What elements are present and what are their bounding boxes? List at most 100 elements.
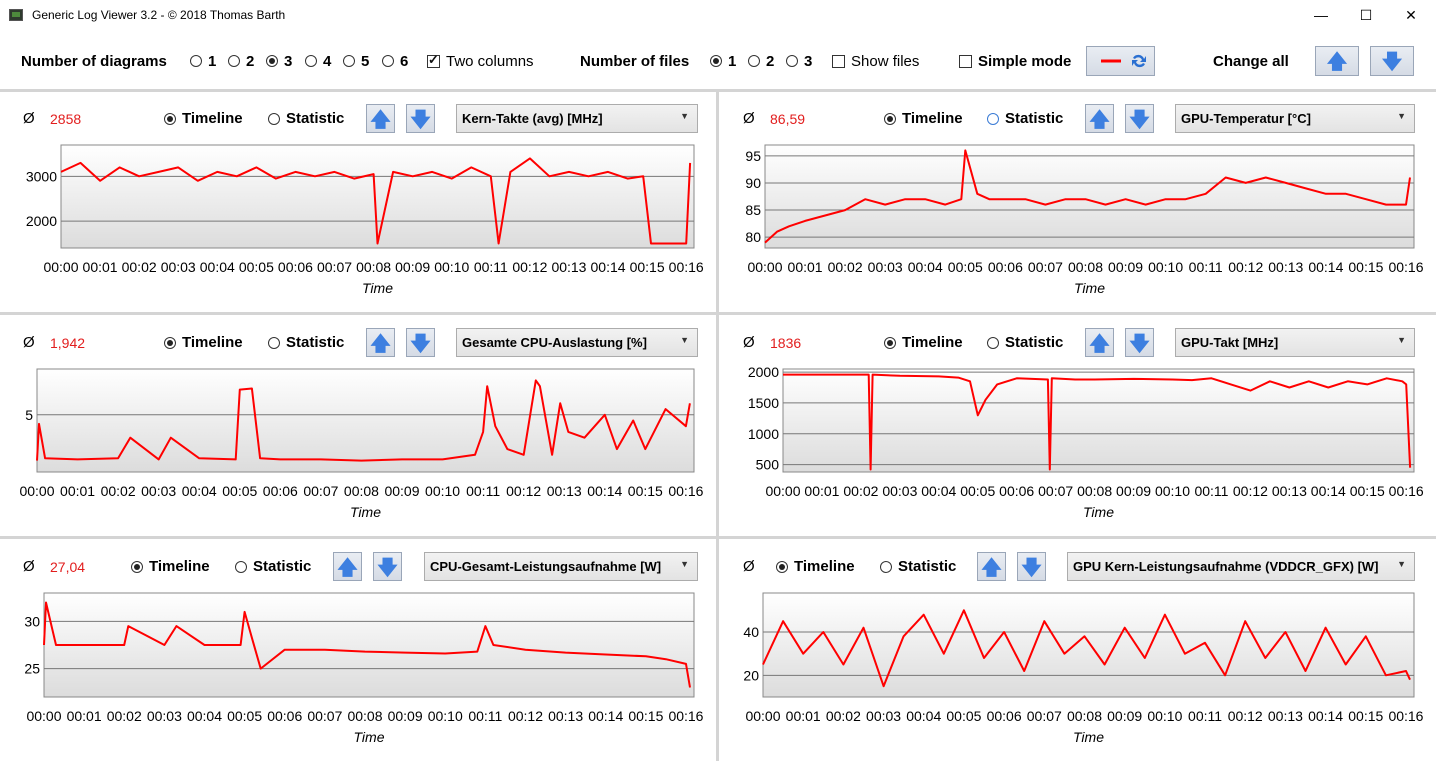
statistic-label: Statistic [286,110,345,127]
statistic-label: Statistic [253,558,312,575]
x-tick-label: 00:02 [107,708,142,724]
toolbar-divider [0,89,1436,92]
file-option-3[interactable]: 3 [786,36,812,86]
x-tick-label: 00:08 [347,708,382,724]
file-option-1[interactable]: 1 [710,36,736,86]
diagram-option-5[interactable]: 5 [343,36,369,86]
x-tick-label: 00:02 [826,708,861,724]
move-down-button[interactable]: 🡇 [1017,552,1046,581]
sensor-select[interactable]: CPU-Gesamt-Leistungsaufnahme [W] ▼ [424,552,698,581]
move-up-button[interactable]: 🡅 [977,552,1006,581]
timeline-radio[interactable]: Timeline [164,334,243,351]
average-symbol: Ø [23,334,35,351]
y-tick-label: 85 [745,202,761,218]
average-symbol: Ø [743,334,755,351]
x-tick-label: 00:11 [466,483,500,499]
move-all-up-button[interactable]: 🡅 [1315,46,1359,76]
radio-selected-icon [776,560,788,573]
timeline-radio[interactable]: Timeline [884,110,963,127]
arrow-up-icon: 🡅 [981,554,1002,579]
move-up-button[interactable]: 🡅 [366,104,395,133]
maximize-button[interactable]: ☐ [1359,6,1373,23]
x-tick-label: 00:11 [468,708,502,724]
y-tick-label: 3000 [26,168,57,184]
x-tick-label: 00:12 [1228,708,1263,724]
close-button[interactable]: ✕ [1405,6,1417,23]
timeline-radio[interactable]: Timeline [131,558,210,575]
radio-selected-icon [710,55,722,67]
x-tick-label: 00:10 [1148,259,1183,275]
statistic-radio[interactable]: Statistic [268,110,344,127]
radio-icon [987,336,999,349]
move-up-button[interactable]: 🡅 [366,328,395,357]
move-up-button[interactable]: 🡅 [1085,328,1114,357]
sensor-select[interactable]: GPU-Temperatur [°C] ▼ [1175,104,1415,133]
y-tick-label: 20 [743,667,759,683]
average-value: 1,942 [50,335,86,351]
sensor-select[interactable]: Gesamte CPU-Auslastung [%] ▼ [456,328,698,357]
statistic-radio[interactable]: Statistic [987,334,1063,351]
timeline-label: Timeline [794,558,855,575]
checkbox-icon [832,54,845,68]
timeline-radio[interactable]: Timeline [164,110,243,127]
statistic-radio[interactable]: Statistic [987,110,1063,127]
statistic-radio[interactable]: Statistic [268,334,344,351]
chevron-down-icon: ▼ [680,335,689,345]
statistic-radio[interactable]: Statistic [235,558,311,575]
diagram-option-1[interactable]: 1 [190,36,216,86]
sensor-select-value: GPU Kern-Leistungsaufnahme (VDDCR_GFX) [… [1073,559,1379,574]
x-tick-label: 00:03 [868,259,903,275]
arrow-down-icon: 🡇 [377,554,398,579]
diagram-option-4[interactable]: 4 [305,36,331,86]
move-up-button[interactable]: 🡅 [333,552,362,581]
y-tick-label: 2000 [26,213,57,229]
plot-area [60,144,695,249]
two-columns-checkbox[interactable]: Two columns [427,36,534,86]
x-tick-label: 00:13 [1272,483,1307,499]
move-down-button[interactable]: 🡇 [373,552,402,581]
diagram-option-6[interactable]: 6 [382,36,408,86]
move-down-button[interactable]: 🡇 [1125,328,1154,357]
minimize-button[interactable]: — [1314,7,1328,23]
diagram-option-3[interactable]: 3 [266,36,292,86]
timeline-radio[interactable]: Timeline [884,334,963,351]
sensor-select[interactable]: Kern-Takte (avg) [MHz] ▼ [456,104,698,133]
radio-icon [268,336,280,349]
x-tick-label: 00:04 [200,259,235,275]
move-down-button[interactable]: 🡇 [406,104,435,133]
diagram-option-2[interactable]: 2 [228,36,254,86]
x-tick-label: 00:04 [921,483,956,499]
file-option-2[interactable]: 2 [748,36,774,86]
x-tick-label: 00:02 [828,259,863,275]
move-all-down-button[interactable]: 🡇 [1370,46,1414,76]
move-down-button[interactable]: 🡇 [406,328,435,357]
x-tick-label: 00:09 [1116,483,1151,499]
x-tick-label: 00:00 [747,259,782,275]
x-tick-label: 00:09 [395,259,430,275]
move-up-button[interactable]: 🡅 [1085,104,1114,133]
x-tick-label: 00:05 [948,259,983,275]
radio-icon [382,55,394,67]
show-files-checkbox[interactable]: Show files [832,36,919,86]
x-tick-label: 00:03 [141,483,176,499]
y-tick-label: 500 [756,457,780,473]
statistic-radio[interactable]: Statistic [880,558,956,575]
sensor-select[interactable]: GPU-Takt [MHz] ▼ [1175,328,1415,357]
x-axis-title: Time [1074,280,1105,296]
change-all-label: Change all [1213,52,1289,70]
move-down-button[interactable]: 🡇 [1125,104,1154,133]
x-tick-label: 00:14 [1308,708,1343,724]
timeline-label: Timeline [902,110,963,127]
radio-icon [786,55,798,67]
x-tick-label: 00:11 [1188,708,1222,724]
simple-mode-checkbox[interactable]: Simple mode [959,36,1071,86]
timeline-label: Timeline [902,334,963,351]
radio-icon [748,55,760,67]
x-tick-label: 00:00 [43,259,78,275]
data-series-line [43,601,691,688]
sensor-select[interactable]: GPU Kern-Leistungsaufnahme (VDDCR_GFX) [… [1067,552,1415,581]
timeline-radio[interactable]: Timeline [776,558,855,575]
arrow-down-icon: 🡇 [1129,106,1150,131]
line-color-button[interactable] [1086,46,1155,76]
x-tick-label: 00:12 [512,259,547,275]
